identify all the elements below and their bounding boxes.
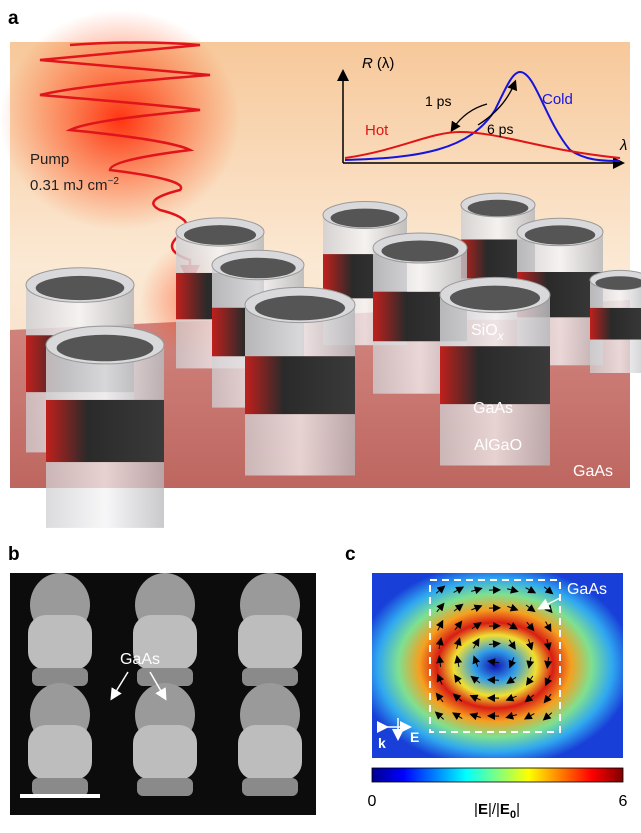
pillar-top-inner (331, 209, 400, 228)
pillar-base (46, 458, 164, 528)
inset-y-label: R(λ) (362, 55, 394, 72)
y-label-symbol: R (362, 55, 373, 72)
colorbar-tick-label: 6 (619, 793, 628, 810)
cold-label: Cold (542, 91, 573, 108)
pillar-top-inner (255, 296, 345, 321)
pump-fluence: 0.31 mJ cm−2 (30, 176, 119, 194)
sem-pillar-body (238, 725, 302, 780)
fluence-value: 0.31 mJ cm (30, 177, 108, 194)
substrate-label: GaAs (573, 463, 613, 480)
layer-middle: GaAs (473, 400, 513, 417)
inset-x-label: λ (619, 137, 627, 154)
fast-time: 1 ps (425, 93, 451, 109)
layer-top: SiO (471, 322, 498, 339)
pillar-top-inner (381, 240, 458, 261)
sem-pillars (28, 573, 302, 796)
pillar (46, 326, 164, 528)
colorbar-tick-label: 0 (368, 793, 377, 810)
slow-time: 6 ps (487, 121, 513, 137)
k-label: k (378, 735, 386, 751)
pillar-gaas (245, 356, 355, 414)
pillar-top-inner (525, 225, 596, 244)
layer-top-sub: x (497, 329, 505, 343)
pillar-top-inner (184, 225, 256, 245)
sem-pillar-base (242, 778, 298, 796)
cb-e0: E (500, 801, 510, 818)
fluence-exponent: −2 (108, 176, 120, 187)
sem-pillar-body (133, 725, 197, 780)
pillar-top-inner (220, 258, 295, 279)
pillar-top-inner (450, 286, 540, 311)
cb-mid: |/| (488, 801, 500, 818)
sem-pillar-body (28, 615, 92, 670)
pillar (245, 287, 355, 475)
cb-e: E (478, 801, 488, 818)
sem-pillar-base (32, 778, 88, 796)
sem-pillar-base (137, 778, 193, 796)
pillar-gaas (590, 308, 641, 340)
pillar (590, 270, 641, 373)
colorbar (372, 768, 623, 782)
map-label: GaAs (567, 581, 607, 598)
pillar-gaas (46, 400, 164, 462)
panel-letter: a (8, 8, 19, 29)
sem-label: GaAs (120, 651, 160, 668)
e-label: E (410, 729, 419, 745)
pillar-gaas (440, 346, 550, 404)
hot-label: Hot (365, 122, 389, 139)
panel-letter: b (8, 544, 20, 565)
layer-bottom: AlGaO (474, 437, 522, 454)
colorbar-label: |E|/|E0| (474, 801, 520, 821)
cb-post: | (516, 801, 520, 818)
sem-pillar-body (238, 615, 302, 670)
pump-label: Pump (30, 151, 69, 168)
pillar-top-inner (36, 276, 125, 300)
y-label-arg: (λ) (377, 55, 395, 72)
pillar-top-inner (468, 200, 529, 217)
pillar-base (590, 338, 641, 373)
pillar-top-inner (57, 335, 154, 361)
panel-letter: c (345, 544, 356, 565)
pillar-base (245, 411, 355, 476)
sem-pillar-body (28, 725, 92, 780)
